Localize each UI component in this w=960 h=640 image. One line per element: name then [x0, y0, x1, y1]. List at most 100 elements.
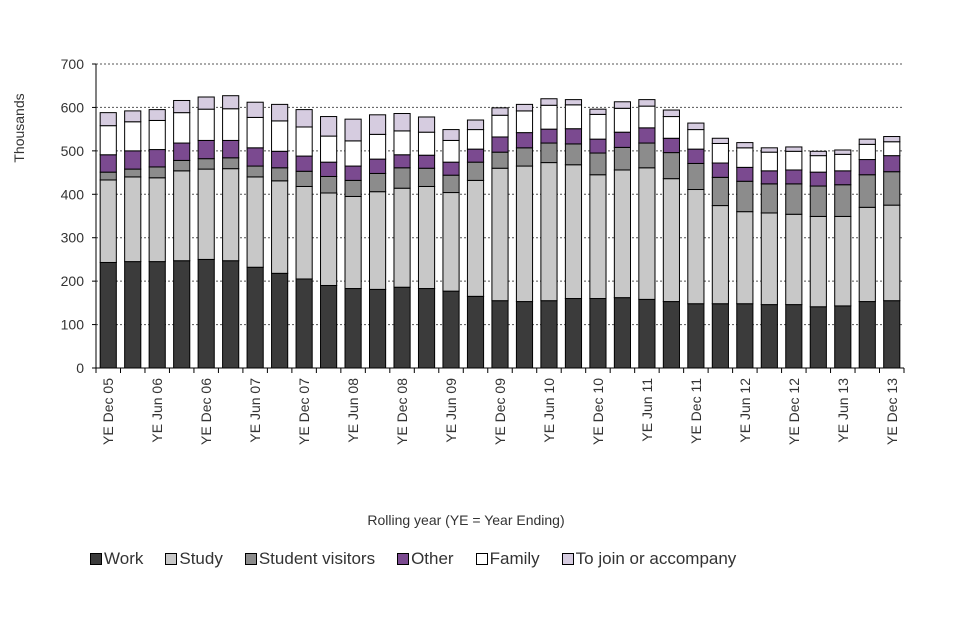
- bar-segment-student-visitors: [662, 152, 680, 180]
- bar-segment-other: [638, 127, 656, 144]
- bar-segment-work: [613, 297, 632, 369]
- bar-stacks: [99, 95, 901, 369]
- x-axis-ticks: YE Dec 05 YE Jun 06 YE Dec 06 YE Jun 07 YE D…: [95, 368, 905, 445]
- y-tick-label: 400: [61, 186, 85, 202]
- bar-segment-to-join-or-accompany: [99, 112, 117, 127]
- bar-stack: [173, 99, 191, 369]
- legend-swatch: [90, 553, 102, 565]
- bar-segment-study: [442, 192, 460, 292]
- bar-segment-study: [736, 211, 754, 305]
- y-tick-label: 700: [61, 56, 85, 72]
- bar-segment-other: [124, 150, 142, 170]
- bar-segment-other: [785, 169, 803, 185]
- bar-stack: [148, 109, 166, 369]
- bar-segment-study: [417, 185, 436, 290]
- bar-segment-other: [246, 147, 264, 167]
- bar-segment-to-join-or-accompany: [515, 103, 534, 112]
- bar-stack: [99, 112, 117, 369]
- bar-segment-family: [271, 120, 289, 152]
- bar-stack: [736, 142, 754, 369]
- bar-segment-to-join-or-accompany: [613, 101, 632, 109]
- bar-segment-work: [148, 261, 166, 369]
- bar-segment-work: [785, 304, 803, 369]
- bar-segment-other: [736, 166, 754, 182]
- bar-segment-student-visitors: [442, 174, 460, 194]
- bar-segment-study: [540, 162, 558, 302]
- bar-stack: [491, 107, 509, 369]
- bar-segment-other: [883, 155, 901, 173]
- bar-segment-work: [368, 288, 387, 369]
- bar-segment-work: [883, 300, 901, 369]
- legend-label: Work: [104, 549, 144, 568]
- bar-segment-study: [687, 189, 705, 305]
- bar-segment-student-visitors: [148, 166, 166, 179]
- bar-segment-work: [99, 261, 117, 369]
- axes: [95, 64, 904, 369]
- bar-segment-student-visitors: [785, 183, 803, 215]
- bar-segment-family: [540, 104, 558, 130]
- x-tick-label: YE Dec 09: [492, 378, 508, 445]
- x-tick-label: YE Jun 11: [639, 378, 655, 442]
- legend-label: Family: [489, 549, 540, 568]
- bar-stack: [564, 99, 583, 369]
- x-tick-label: YE Dec 06: [198, 378, 214, 445]
- bar-segment-other: [809, 171, 827, 187]
- bar-segment-work: [320, 284, 338, 369]
- bar-stack: [662, 109, 680, 369]
- bar-segment-family: [124, 121, 142, 152]
- legend-swatch: [165, 553, 178, 565]
- bar-segment-to-join-or-accompany: [466, 119, 485, 131]
- bar-segment-other: [173, 142, 191, 161]
- bar-segment-other: [197, 139, 215, 160]
- bar-segment-to-join-or-accompany: [883, 136, 901, 143]
- bar-segment-family: [393, 130, 411, 156]
- legend-swatch: [475, 553, 488, 565]
- bar-segment-student-visitors: [368, 172, 387, 193]
- y-axis-title: Thousands: [11, 93, 27, 162]
- bar-segment-work: [173, 260, 191, 369]
- bar-segment-study: [99, 179, 117, 263]
- bar-segment-family: [662, 116, 680, 139]
- bar-segment-to-join-or-accompany: [222, 95, 240, 110]
- bar-segment-family: [344, 140, 362, 167]
- bar-segment-study: [515, 165, 534, 303]
- bar-segment-study: [613, 169, 632, 299]
- bar-segment-family: [320, 135, 338, 163]
- bar-segment-student-visitors: [711, 176, 729, 207]
- bar-stack: [271, 103, 289, 369]
- bar-segment-study: [589, 174, 607, 300]
- bar-stack: [246, 101, 264, 369]
- bar-segment-family: [368, 133, 387, 160]
- bar-segment-student-visitors: [393, 167, 411, 189]
- bar-segment-family: [148, 119, 166, 151]
- x-tick-label: YE Dec 11: [688, 378, 704, 444]
- legend-label: To join or accompany: [575, 549, 737, 568]
- legend-label: Other: [411, 549, 454, 568]
- bar-segment-other: [99, 154, 117, 173]
- x-tick-label: YE Jun 13: [835, 378, 851, 443]
- bar-stack: [368, 114, 387, 369]
- bar-stack: [760, 147, 778, 369]
- bar-stack: [858, 138, 876, 369]
- bar-segment-study: [638, 167, 656, 300]
- bar-segment-study: [711, 205, 729, 305]
- bar-segment-to-join-or-accompany: [540, 98, 558, 106]
- bar-segment-study: [320, 192, 338, 286]
- bar-segment-family: [589, 113, 607, 140]
- y-tick-label: 0: [76, 360, 84, 376]
- bar-segment-student-visitors: [271, 167, 289, 182]
- bar-segment-to-join-or-accompany: [809, 150, 827, 157]
- x-tick-label: YE Jun 09: [443, 378, 459, 443]
- bar-segment-student-visitors: [222, 157, 240, 170]
- bar-segment-to-join-or-accompany: [393, 113, 411, 132]
- bar-segment-study: [246, 176, 264, 268]
- bar-stack: [613, 101, 632, 369]
- bar-segment-study: [173, 170, 191, 262]
- bar-segment-other: [834, 170, 852, 186]
- bar-segment-work: [662, 301, 680, 369]
- bar-segment-other: [271, 150, 289, 169]
- bar-segment-work: [834, 305, 852, 369]
- y-axis-ticks: 0 100 200 300 400 500 600 700: [61, 56, 96, 376]
- bar-segment-study: [564, 164, 583, 300]
- bar-stack: [540, 98, 558, 369]
